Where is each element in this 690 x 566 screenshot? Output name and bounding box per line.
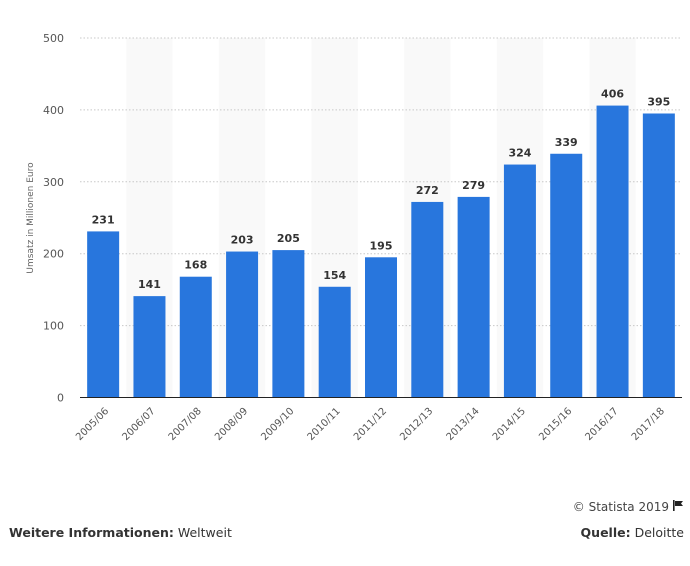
x-tick-label: 2015/16 bbox=[537, 406, 574, 443]
source[interactable]: Quelle: Deloitte bbox=[581, 525, 684, 541]
data-label: 279 bbox=[462, 179, 485, 192]
bar[interactable] bbox=[226, 251, 259, 398]
data-labels: 231 141 168 203 205 154 195 272 279 324 339 406 395 bbox=[92, 88, 671, 292]
bar[interactable] bbox=[87, 231, 120, 398]
x-tick-label: 2016/17 bbox=[584, 406, 621, 443]
data-label: 406 bbox=[601, 88, 624, 101]
bar[interactable] bbox=[596, 105, 629, 398]
data-label: 168 bbox=[184, 259, 207, 272]
data-label: 339 bbox=[555, 136, 578, 149]
data-label: 231 bbox=[92, 213, 115, 226]
y-axis-label: Umsatz in Millionen Euro bbox=[26, 162, 36, 274]
bar[interactable] bbox=[365, 257, 397, 398]
data-label: 195 bbox=[370, 239, 393, 252]
x-tick-label: 2011/12 bbox=[352, 406, 389, 443]
bar[interactable] bbox=[272, 250, 305, 398]
bar[interactable] bbox=[642, 113, 675, 398]
copyright[interactable]: © Statista 2019 bbox=[573, 499, 684, 515]
info-value[interactable]: Weltweit bbox=[177, 525, 232, 540]
x-tick-label: 2009/10 bbox=[259, 406, 296, 443]
bar[interactable] bbox=[318, 286, 351, 398]
y-tick-label: 500 bbox=[43, 32, 64, 45]
source-value[interactable]: Deloitte bbox=[634, 525, 684, 540]
data-label: 154 bbox=[323, 269, 346, 282]
x-tick-labels: 2005/06 2006/07 2007/08 2008/09 2009/10 2010/… bbox=[74, 406, 667, 443]
x-tick-label: 2017/18 bbox=[630, 406, 667, 443]
y-tick-label: 0 bbox=[57, 392, 64, 405]
data-label: 395 bbox=[647, 95, 670, 108]
y-tick-label: 200 bbox=[43, 248, 64, 261]
x-tick-label: 2012/13 bbox=[398, 406, 435, 443]
flag-icon[interactable] bbox=[673, 499, 684, 515]
x-tick-label: 2010/11 bbox=[306, 406, 343, 443]
source-label: Quelle: bbox=[580, 525, 631, 540]
y-tick-label: 400 bbox=[43, 104, 64, 117]
data-label: 203 bbox=[231, 234, 254, 247]
bar[interactable] bbox=[457, 196, 490, 398]
y-tick-labels: 0 100 200 300 400 500 bbox=[43, 32, 64, 405]
data-label: 324 bbox=[508, 147, 531, 160]
x-tick-label: 2008/09 bbox=[213, 406, 250, 443]
bar[interactable] bbox=[133, 296, 166, 398]
x-tick-label: 2007/08 bbox=[167, 406, 204, 443]
data-label: 141 bbox=[138, 278, 161, 291]
bar[interactable] bbox=[179, 276, 212, 398]
y-tick-label: 100 bbox=[43, 320, 64, 333]
info-label: Weitere Informationen: bbox=[9, 525, 174, 540]
x-tick-label: 2013/14 bbox=[445, 406, 482, 443]
bar[interactable] bbox=[503, 164, 536, 398]
bars bbox=[87, 105, 675, 398]
bar[interactable] bbox=[550, 153, 583, 398]
x-tick-label: 2014/15 bbox=[491, 406, 528, 443]
bar-chart: 0 100 200 300 400 500 Umsatz in Millionen Eur… bbox=[26, 32, 682, 443]
copyright-text: © Statista 2019 bbox=[572, 500, 669, 514]
bar[interactable] bbox=[411, 201, 444, 398]
x-tick-label: 2006/07 bbox=[120, 406, 157, 443]
more-information[interactable]: Weitere Informationen: Weltweit bbox=[9, 525, 232, 541]
data-label: 205 bbox=[277, 232, 300, 245]
y-tick-label: 300 bbox=[43, 176, 64, 189]
x-tick-label: 2005/06 bbox=[74, 406, 111, 443]
data-label: 272 bbox=[416, 184, 439, 197]
